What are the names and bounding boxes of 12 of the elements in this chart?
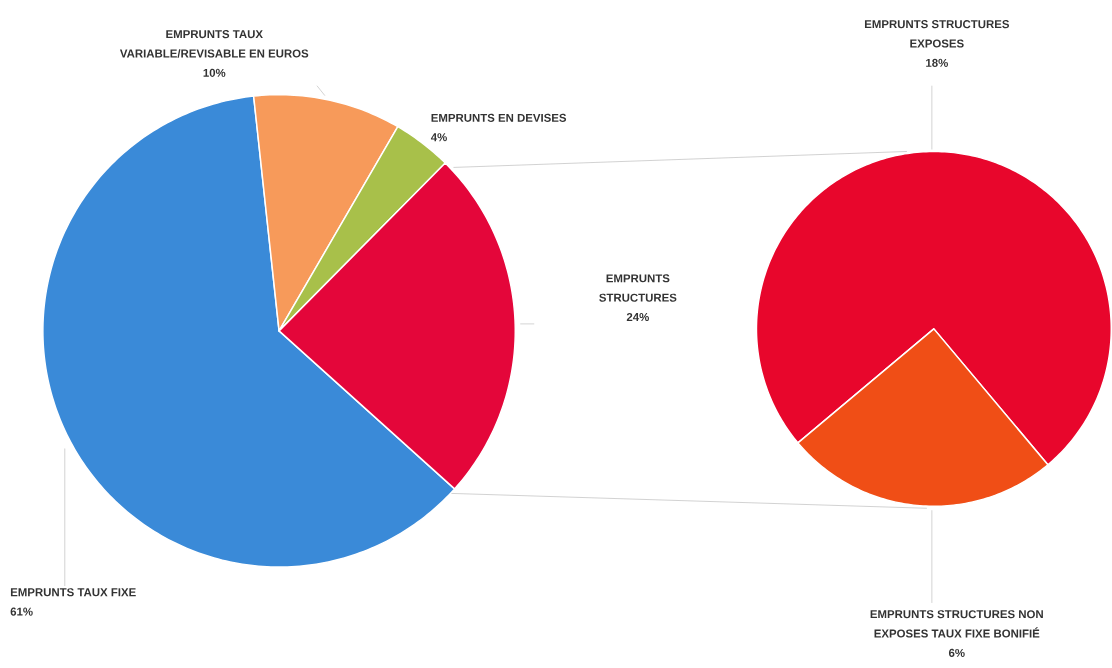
- slice-label: EMPRUNTS STRUCTURES NON EXPOSES TAUX FIXE BONIFIÉ: [870, 610, 1043, 638]
- data-label: 18%: [926, 58, 948, 68]
- data-label: 24%: [626, 313, 649, 322]
- slice-label: EMPRUNTS STRUCTURES EXPOSES: [864, 20, 1010, 48]
- slice-label: EMPRUNTS TAUX VARIABLE/REVISABLE EN EUROS: [119, 30, 309, 58]
- data-label: 4%: [430, 133, 447, 142]
- slice-label: EMPRUNTS STRUCTURES: [599, 274, 677, 302]
- data-label: 6%: [948, 648, 965, 658]
- slice-label: EMPRUNTS TAUX FIXE: [10, 588, 136, 597]
- data-label: 61%: [10, 607, 33, 616]
- data-label: 10%: [203, 68, 226, 78]
- slice-label: EMPRUNTS EN DEVISES: [431, 113, 567, 123]
